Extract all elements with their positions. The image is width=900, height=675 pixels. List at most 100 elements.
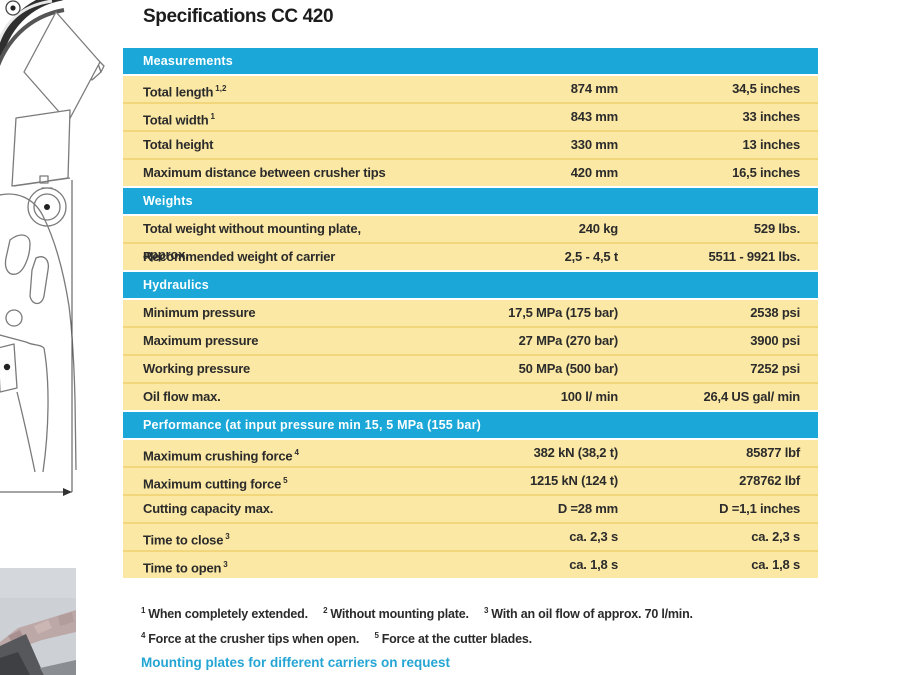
footnote-marker: 5 — [374, 631, 379, 641]
row-label-text: Time to open — [143, 560, 222, 576]
row-metric-value: 874 mm — [570, 81, 618, 96]
row-footnote-marker: 1,2 — [215, 84, 227, 93]
footnote-text: When completely extended. — [148, 607, 308, 622]
row-label: Cutting capacity max. — [143, 496, 398, 522]
footnote-text: Force at the cutter blades. — [381, 632, 532, 647]
row-label: Time to open 3 — [143, 552, 398, 581]
row-metric-value: 2,5 - 4,5 t — [564, 249, 619, 264]
row-footnote-marker: 5 — [283, 476, 288, 485]
row-metric-value: 100 l/ min — [560, 389, 618, 404]
row-footnote-marker: 3 — [225, 532, 230, 541]
row-label-text: Recommended weight of carrier — [143, 249, 336, 264]
table-row: Maximum cutting force 5 1215 kN (124 t) 2… — [123, 468, 818, 496]
row-imperial-value: 13 inches — [742, 137, 801, 152]
row-footnote-marker: 1 — [210, 112, 215, 121]
row-footnote-marker: 3 — [223, 560, 228, 569]
footnote-marker: 1 — [141, 606, 146, 615]
table-row: Cutting capacity max. D =28 mm D =1,1 in… — [123, 496, 818, 524]
footnote-item: 5 Force at the cutter blades. — [374, 631, 532, 647]
row-label: Oil flow max. — [143, 384, 398, 410]
row-metric-value: D =28 mm — [557, 501, 618, 516]
row-imperial-value: 26,4 US gal/ min — [703, 389, 800, 404]
row-imperial-value: 16,5 inches — [732, 165, 800, 180]
row-label-text: Maximum pressure — [143, 333, 259, 348]
row-imperial-value: D =1,1 inches — [719, 501, 800, 516]
row-imperial-value: 7252 psi — [750, 361, 800, 376]
table-section: Weights Total weight without mounting pl… — [123, 188, 818, 270]
table-row: Time to close 3 ca. 2,3 s ca. 2,3 s — [123, 524, 818, 552]
row-imperial-value: ca. 1,8 s — [751, 557, 800, 572]
section-rows: Maximum crushing force 4 382 kN (38,2 t) … — [123, 440, 818, 578]
row-label: Total width 1 — [143, 104, 398, 133]
row-label-text: Total width — [143, 112, 209, 128]
row-label: Total weight without mounting plate, app… — [143, 216, 398, 268]
row-label: Maximum distance between crusher tips — [143, 160, 398, 186]
row-imperial-value: ca. 2,3 s — [751, 529, 800, 544]
crusher-line-drawing — [0, 0, 105, 496]
table-row: Total height 330 mm 13 inches — [123, 132, 818, 160]
footnote-text: With an oil flow of approx. 70 l/min. — [491, 607, 693, 622]
row-imperial-value: 278762 lbf — [739, 473, 800, 488]
section-header: Hydraulics — [123, 272, 818, 298]
table-row: Minimum pressure 17,5 MPa (175 bar) 2538… — [123, 300, 818, 328]
row-metric-value: ca. 1,8 s — [569, 557, 618, 572]
section-header: Weights — [123, 188, 818, 214]
section-rows: Total length 1,2 874 mm 34,5 inches Total… — [123, 76, 818, 186]
table-row: Total length 1,2 874 mm 34,5 inches — [123, 76, 818, 104]
section-header: Measurements — [123, 48, 818, 74]
row-label: Working pressure — [143, 356, 398, 382]
table-section: Performance (at input pressure min 15, 5… — [123, 412, 818, 578]
row-metric-value: 50 MPa (500 bar) — [518, 361, 619, 376]
footnote-line-1: 1 When completely extended. 2 Without moun… — [141, 600, 831, 625]
row-metric-value: 27 MPa (270 bar) — [518, 333, 619, 348]
demolition-photo — [0, 568, 76, 675]
row-metric-value: 382 kN (38,2 t) — [533, 445, 619, 460]
footnote-item: 3 With an oil flow of approx. 70 l/min. — [484, 606, 693, 622]
row-label-text: Minimum pressure — [143, 305, 256, 320]
footnote-item: 2 Without mounting plate. — [323, 606, 469, 621]
row-imperial-value: 85877 lbf — [746, 445, 800, 460]
row-label-text: Maximum distance between crusher tips — [143, 165, 386, 180]
row-footnote-marker: 4 — [294, 448, 299, 457]
section-header-label: Performance (at input pressure min 15, 5… — [143, 418, 481, 432]
footnote-text: Force at the crusher tips when open. — [148, 632, 360, 647]
table-row: Oil flow max. 100 l/ min 26,4 US gal/ mi… — [123, 384, 818, 410]
row-metric-value: 17,5 MPa (175 bar) — [508, 305, 618, 320]
row-imperial-value: 529 lbs. — [753, 221, 800, 236]
section-rows: Total weight without mounting plate, app… — [123, 216, 818, 270]
spec-table: Measurements Total length 1,2 874 mm 34,5… — [123, 48, 818, 580]
row-metric-value: 240 kg — [578, 221, 618, 236]
section-header: Performance (at input pressure min 15, 5… — [123, 412, 818, 438]
table-row: Total width 1 843 mm 33 inches — [123, 104, 818, 132]
table-row: Total weight without mounting plate, app… — [123, 216, 818, 262]
row-metric-value: 420 mm — [570, 165, 618, 180]
row-imperial-value: 34,5 inches — [732, 81, 800, 96]
mounting-plates-note: Mounting plates for different carriers o… — [141, 655, 451, 670]
row-label: Time to close 3 — [143, 524, 398, 553]
row-metric-value: 843 mm — [570, 109, 618, 124]
row-label: Total height — [143, 132, 398, 158]
row-label-text: Total length — [143, 84, 214, 100]
row-label-text: Maximum cutting force — [143, 476, 282, 492]
footnote-marker: 3 — [484, 606, 489, 615]
row-label: Total length 1,2 — [143, 76, 398, 105]
row-label: Recommended weight of carrier — [143, 244, 398, 270]
table-row: Maximum pressure 27 MPa (270 bar) 3900 p… — [123, 328, 818, 356]
table-row: Maximum crushing force 4 382 kN (38,2 t) … — [123, 440, 818, 468]
row-imperial-value: 5511 - 9921 lbs. — [708, 249, 801, 264]
page-title: Specifications CC 420 — [143, 6, 334, 27]
row-imperial-value: 33 inches — [742, 109, 801, 124]
row-metric-value: 1215 kN (124 t) — [529, 473, 618, 488]
table-row: Time to open 3 ca. 1,8 s ca. 1,8 s — [123, 552, 818, 578]
row-label-text: Working pressure — [143, 361, 251, 376]
row-imperial-value: 3900 psi — [750, 333, 800, 348]
section-rows: Minimum pressure 17,5 MPa (175 bar) 2538… — [123, 300, 818, 410]
footnote-marker: 4 — [141, 631, 146, 641]
row-label: Minimum pressure — [143, 300, 398, 326]
table-row: Maximum distance between crusher tips 42… — [123, 160, 818, 186]
row-label-text: Maximum crushing force — [143, 448, 293, 464]
table-section: Hydraulics Minimum pressure 17,5 MPa (17… — [123, 272, 818, 410]
footnote-item: 1 When completely extended. — [141, 606, 308, 622]
